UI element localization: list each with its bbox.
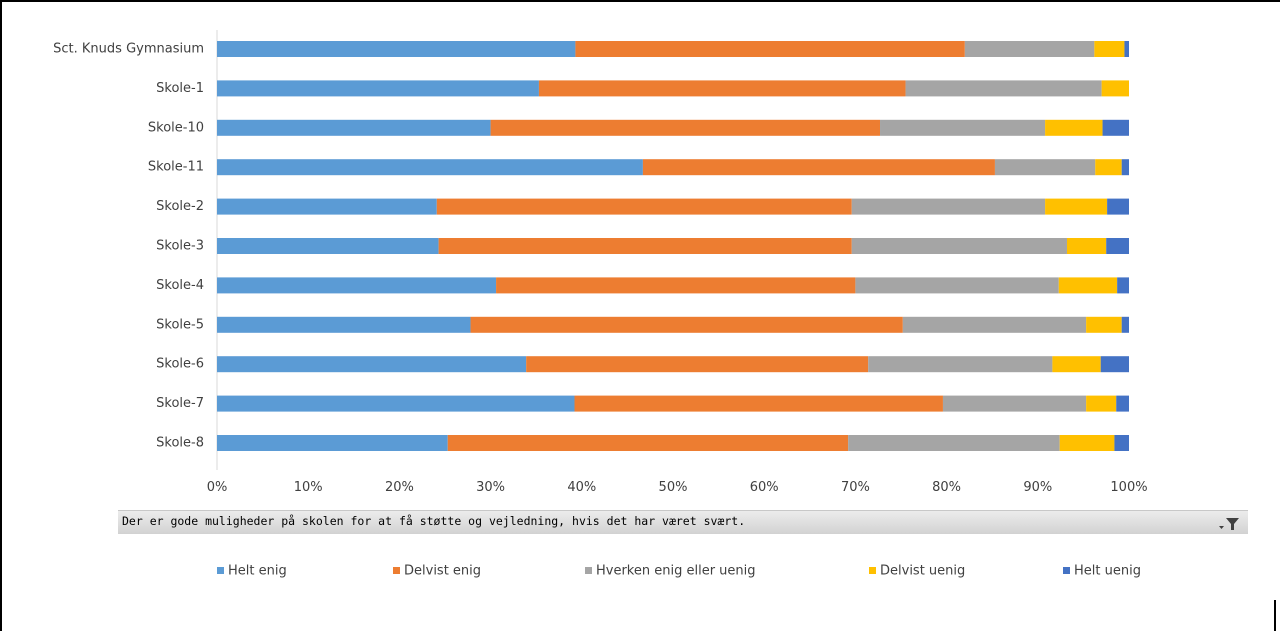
legend-label-helt-uenig: Helt uenig (1074, 564, 1141, 579)
bar-skole-3-hverken-enig-eller-uenig (851, 238, 1067, 254)
bar-skole-8-delvist-enig (447, 435, 849, 451)
x-tick-0: 0% (207, 480, 228, 495)
bar-skole-2-delvist-uenig (1045, 198, 1108, 215)
category-label-skole-7: Skole-7 (156, 396, 204, 411)
x-tick-30: 30% (476, 480, 505, 495)
bars-group (217, 41, 1129, 451)
bar-sct-knuds-gymnasium-helt-uenig (1124, 41, 1129, 57)
bar-skole-4-helt-uenig (1117, 277, 1129, 294)
bar-skole-1-hverken-enig-eller-uenig (905, 80, 1102, 97)
bar-skole-5-hverken-enig-eller-uenig (902, 316, 1087, 333)
bar-skole-7-delvist-enig (574, 395, 943, 412)
category-label-skole-4: Skole-4 (156, 278, 204, 293)
bar-skole-6-helt-enig (217, 356, 527, 373)
bar-skole-2-helt-uenig (1107, 198, 1129, 215)
bar-skole-1-delvist-enig (538, 80, 906, 97)
bar-skole-10-delvist-uenig (1045, 119, 1103, 136)
bar-skole-11-delvist-enig (642, 159, 995, 176)
x-tick-10: 10% (294, 480, 323, 495)
bar-skole-11-hverken-enig-eller-uenig (994, 159, 1096, 176)
frame-edge (1274, 600, 1276, 631)
bar-skole-5-helt-enig (217, 316, 471, 333)
bar-skole-10-helt-enig (217, 119, 491, 136)
category-label-skole-3: Skole-3 (156, 239, 204, 254)
category-labels: Sct. Knuds Gymnasium Skole-1 Skole-10 Skole… (53, 42, 204, 451)
bar-skole-4-helt-enig (217, 277, 497, 294)
bar-skole-4-delvist-enig (496, 277, 856, 294)
bar-skole-3-delvist-uenig (1066, 238, 1107, 254)
legend: Helt enig Delvist enig Hverken enig eller … (217, 564, 1141, 579)
bar-skole-5-helt-uenig (1121, 316, 1129, 333)
bar-skole-8-delvist-uenig (1059, 435, 1115, 451)
bar-skole-3-helt-uenig (1106, 238, 1129, 254)
category-label-sct-knuds-gymnasium: Sct. Knuds Gymnasium (53, 42, 204, 57)
bar-skole-8-helt-enig (217, 435, 448, 451)
category-label-skole-11: Skole-11 (148, 160, 204, 175)
bar-skole-7-helt-enig (217, 395, 575, 412)
bar-skole-7-helt-uenig (1116, 395, 1129, 412)
bar-skole-2-delvist-enig (436, 198, 852, 215)
x-tick-40: 40% (567, 480, 596, 495)
bar-skole-6-delvist-uenig (1052, 356, 1101, 373)
legend-label-hverken-enig-eller-uenig: Hverken enig eller uenig (596, 564, 756, 579)
x-tick-labels: 0% 10% 20% 30% 40% 50% 60% 70% 80% 90% 100% (207, 480, 1148, 495)
bar-skole-5-delvist-enig (470, 316, 903, 333)
legend-swatch-delvist-uenig (869, 567, 876, 574)
bar-sct-knuds-gymnasium-delvist-uenig (1094, 41, 1125, 57)
bar-skole-7-delvist-uenig (1086, 395, 1117, 412)
filter-field-label: Der er gode muligheder på skolen for at … (122, 514, 746, 528)
x-tick-70: 70% (841, 480, 870, 495)
category-label-skole-6: Skole-6 (156, 357, 204, 372)
bar-sct-knuds-gymnasium-hverken-enig-eller-uenig (964, 41, 1095, 57)
legend-label-helt-enig: Helt enig (228, 564, 287, 579)
bar-skole-2-helt-enig (217, 198, 437, 215)
legend-swatch-helt-uenig (1063, 567, 1070, 574)
x-tick-90: 90% (1023, 480, 1052, 495)
field-filter-bar[interactable]: Der er gode muligheder på skolen for at … (118, 510, 1248, 534)
x-tick-60: 60% (750, 480, 779, 495)
bar-skole-11-delvist-uenig (1095, 159, 1122, 176)
x-tick-20: 20% (385, 480, 414, 495)
bar-skole-3-helt-enig (217, 238, 439, 254)
bar-skole-10-hverken-enig-eller-uenig (880, 119, 1046, 136)
bar-skole-6-delvist-enig (526, 356, 869, 373)
bar-skole-5-delvist-uenig (1086, 316, 1122, 333)
filter-dropdown-icon[interactable] (1218, 514, 1240, 532)
bar-skole-8-helt-uenig (1114, 435, 1129, 451)
bar-skole-8-hverken-enig-eller-uenig (848, 435, 1060, 451)
bar-skole-6-helt-uenig (1100, 356, 1129, 373)
category-label-skole-10: Skole-10 (148, 120, 204, 135)
category-label-skole-8: Skole-8 (156, 436, 204, 451)
bar-sct-knuds-gymnasium-helt-enig (217, 41, 576, 57)
bar-skole-4-hverken-enig-eller-uenig (855, 277, 1059, 294)
legend-label-delvist-enig: Delvist enig (404, 564, 481, 579)
legend-label-delvist-uenig: Delvist uenig (880, 564, 965, 579)
bar-skole-11-helt-enig (217, 159, 643, 176)
x-tick-50: 50% (659, 480, 688, 495)
bar-skole-10-helt-uenig (1102, 119, 1129, 136)
bar-skole-2-hverken-enig-eller-uenig (851, 198, 1046, 215)
legend-swatch-helt-enig (217, 567, 224, 574)
bar-skole-10-delvist-enig (490, 119, 881, 136)
bar-skole-1-helt-enig (217, 80, 539, 97)
bar-skole-6-hverken-enig-eller-uenig (868, 356, 1053, 373)
bar-skole-11-helt-uenig (1121, 159, 1129, 176)
category-label-skole-1: Skole-1 (156, 81, 204, 96)
category-label-skole-2: Skole-2 (156, 199, 204, 214)
bar-skole-3-delvist-enig (438, 238, 852, 254)
bar-skole-4-delvist-uenig (1058, 277, 1118, 294)
legend-swatch-delvist-enig (393, 567, 400, 574)
category-label-skole-5: Skole-5 (156, 317, 204, 332)
bar-skole-7-hverken-enig-eller-uenig (942, 395, 1087, 412)
x-tick-100: 100% (1110, 480, 1147, 495)
legend-swatch-hverken-enig-eller-uenig (585, 567, 592, 574)
bar-sct-knuds-gymnasium-delvist-enig (575, 41, 965, 57)
bar-skole-1-delvist-uenig (1101, 80, 1129, 97)
x-tick-80: 80% (932, 480, 961, 495)
